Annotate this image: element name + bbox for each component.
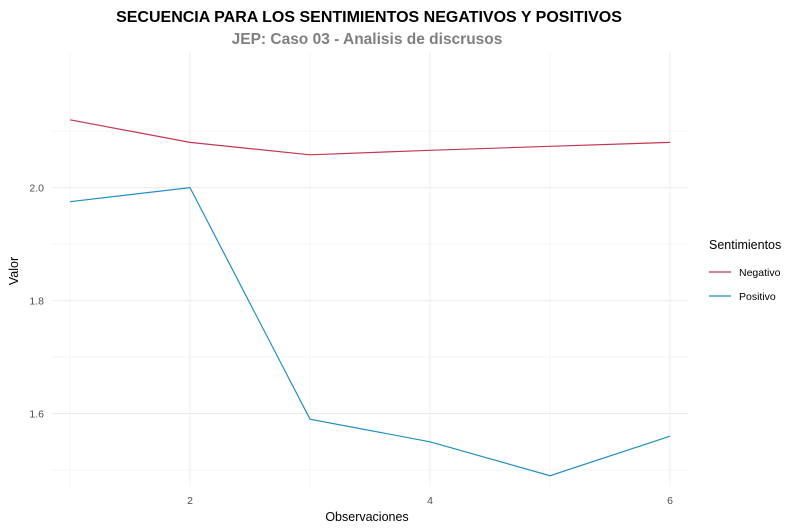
chart-subtitle: JEP: Caso 03 - Analisis de discrusos [232, 31, 503, 48]
y-tick-label: 1.8 [29, 296, 44, 308]
y-axis-label: Valor [7, 257, 21, 285]
legend-title: Sentimientos [709, 238, 781, 252]
legend-label-negativo: Negativo [739, 267, 781, 279]
x-tick-label: 4 [427, 495, 433, 507]
legend-label-positivo: Positivo [739, 291, 776, 303]
legend: Sentimientos Negativo Positivo [709, 238, 781, 303]
y-tick-label: 1.6 [29, 409, 44, 421]
chart-title: SECUENCIA PARA LOS SENTIMIENTOS NEGATIVO… [116, 9, 622, 26]
y-tick-label: 2.0 [29, 183, 44, 195]
x-tick-label: 2 [187, 495, 193, 507]
plot-area: 2 4 6 1.6 1.8 2.0 [29, 52, 688, 507]
x-axis-label: Observaciones [325, 510, 408, 524]
x-tick-label: 6 [667, 495, 673, 507]
series-line-positivo [69, 186, 671, 477]
series-line-negativo [69, 119, 671, 156]
